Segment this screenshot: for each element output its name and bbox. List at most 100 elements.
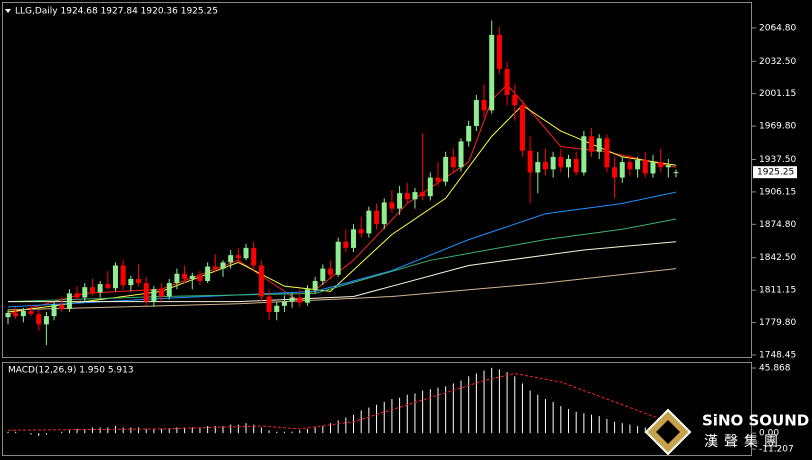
logo-text-cn: 漢聲集團 <box>704 433 784 450</box>
y-tick-label: 1874.80 <box>759 220 796 230</box>
candle-body <box>589 136 595 152</box>
macd-title: MACD(12,26,9) 1.950 5.913 <box>8 366 134 376</box>
y-tick-label: 2001.15 <box>759 89 796 99</box>
candle-body <box>82 287 88 298</box>
candle-body <box>504 69 510 95</box>
y-tick-label: 1811.15 <box>759 286 796 296</box>
candle-body <box>512 94 518 106</box>
candle-body <box>74 293 80 298</box>
menu-arrow <box>5 9 11 13</box>
candle-body <box>258 265 264 297</box>
candle-body <box>397 193 403 209</box>
candle-body <box>128 278 134 286</box>
moving-average <box>7 268 677 311</box>
candle-body <box>235 255 241 259</box>
candle-body <box>358 229 364 234</box>
candle-body <box>274 305 280 312</box>
candle-body <box>612 167 618 178</box>
candle-body <box>243 247 249 259</box>
y-tick-label: 1748.45 <box>759 350 796 360</box>
candle-body <box>159 289 165 297</box>
moving-average <box>7 191 677 308</box>
candle-body <box>343 241 349 248</box>
candle-body <box>458 141 464 168</box>
candle-body <box>151 289 157 302</box>
candle-body <box>412 192 418 200</box>
candle-body <box>220 262 226 269</box>
candle-body <box>304 289 310 303</box>
logo-text: SiNO SOUND <box>702 412 809 430</box>
candle-body <box>650 162 656 174</box>
candle-body <box>481 100 487 111</box>
candle-body <box>550 156 556 170</box>
candle-body <box>13 313 19 317</box>
candle-body <box>635 160 641 170</box>
candle-body <box>489 34 495 111</box>
candle-body <box>297 297 303 303</box>
candle-body <box>466 125 472 142</box>
candle-body <box>673 172 679 174</box>
candle-body <box>120 265 126 286</box>
y-tick-label: 0.00 <box>759 429 779 439</box>
candle-body <box>36 314 42 325</box>
candle-body <box>573 158 579 173</box>
candle-body <box>581 136 587 173</box>
candle-body <box>596 138 602 152</box>
candle-body <box>604 138 610 168</box>
candle-body <box>389 202 395 209</box>
y-tick-label: 2064.80 <box>759 23 796 33</box>
candle-body <box>189 275 195 279</box>
candle-body <box>642 160 648 174</box>
candle-body <box>374 210 380 225</box>
candle-body <box>496 34 502 70</box>
candle-body <box>66 293 72 309</box>
candle-body <box>627 162 633 170</box>
logo-mark-inner <box>656 420 680 444</box>
candle-body <box>89 287 95 293</box>
candle-body <box>212 266 218 269</box>
y-tick-label: -11.207 <box>759 445 794 455</box>
candle-body <box>542 162 548 170</box>
candle-body <box>5 313 11 318</box>
price-tag-label: 1925.25 <box>757 168 794 178</box>
y-tick-label: 1906.15 <box>759 187 796 197</box>
candle-body <box>182 273 188 279</box>
candle-body <box>658 162 664 168</box>
y-tick-label: 1779.80 <box>759 318 796 328</box>
candle-body <box>351 229 357 248</box>
candle-body <box>335 241 341 275</box>
candle-body <box>327 268 333 275</box>
candle-body <box>28 310 34 315</box>
candle-body <box>535 162 541 173</box>
y-tick-label: 2032.50 <box>759 57 796 67</box>
price-tag <box>753 166 797 179</box>
candle-body <box>51 304 57 317</box>
candle-body <box>205 266 211 281</box>
moving-average <box>8 241 677 303</box>
candle-body <box>558 156 564 168</box>
candle-body <box>228 255 234 263</box>
candle-body <box>105 284 111 289</box>
candle-body <box>527 150 533 173</box>
candle-body <box>112 265 118 289</box>
signal-line <box>7 372 677 431</box>
candle-body <box>266 296 272 312</box>
candle-body <box>435 177 441 182</box>
candle-body <box>166 283 172 297</box>
candle-body <box>320 268 326 281</box>
candle-body <box>43 316 49 325</box>
candle-body <box>665 165 671 168</box>
candle-body <box>59 304 65 309</box>
candle-body <box>20 310 26 317</box>
candle-body <box>404 193 410 200</box>
candle-body <box>289 297 295 302</box>
candle-body <box>443 156 449 182</box>
candle-body <box>136 278 142 284</box>
y-tick-label: 1969.80 <box>759 122 796 132</box>
candle-body <box>366 210 372 234</box>
y-tick-label: 45.868 <box>759 364 791 374</box>
candle-body <box>312 280 318 290</box>
candle-body <box>450 156 456 168</box>
